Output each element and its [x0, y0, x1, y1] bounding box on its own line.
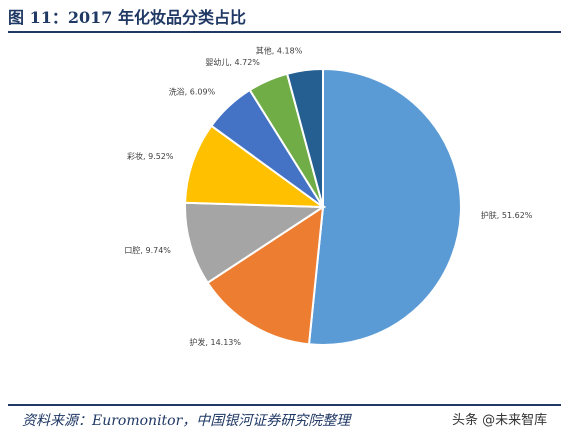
pie-label-3: 口腔, 9.74%	[124, 245, 171, 255]
pie-label-5: 洗浴, 6.09%	[169, 86, 216, 96]
pie-label-6: 婴幼儿, 4.72%	[205, 57, 260, 67]
pie-labels: 护肤, 51.62% 护发, 14.13% 口腔, 9.74% 彩妆, 9.52% 洗浴…	[124, 45, 532, 347]
title-rule	[8, 31, 561, 33]
pie-label-7: 其他, 4.18%	[256, 45, 303, 55]
pie-slice-7	[285, 67, 324, 208]
pie-slice-3	[184, 201, 327, 285]
figure-title: 图 11：2017 年化妆品分类占比	[8, 8, 246, 27]
pie-slice-2	[206, 205, 325, 346]
footer-rule	[8, 404, 561, 406]
pie-slices	[184, 67, 462, 346]
source-note: 资料来源：Euromonitor，中国银河证券研究院整理	[22, 413, 351, 429]
pie-slice-4	[184, 124, 327, 209]
watermark: 头条 @未来智库	[452, 413, 548, 428]
pie-label-2: 护发, 14.13%	[189, 337, 241, 347]
pie-label-1: 护肤, 51.62%	[481, 210, 533, 220]
pie-slice-1	[307, 67, 462, 346]
pie-label-4: 彩妆, 9.52%	[127, 151, 174, 161]
